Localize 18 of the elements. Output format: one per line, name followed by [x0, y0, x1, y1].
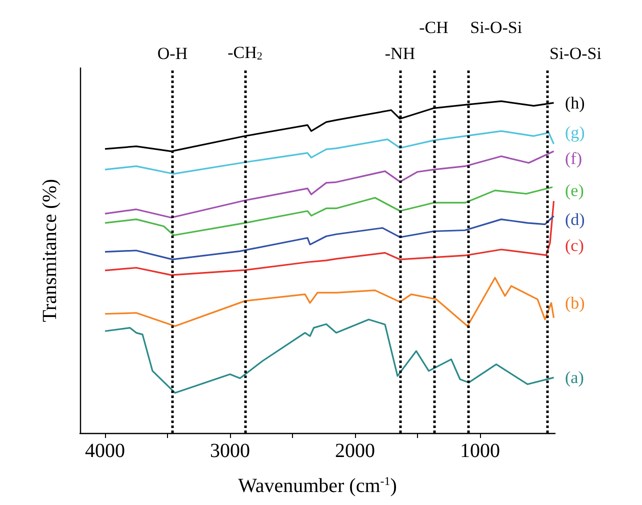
ref-line-label: -CH: [419, 18, 448, 37]
series-label: (b): [565, 293, 585, 312]
series-label: (d): [565, 210, 585, 229]
ref-line-label: -NH: [384, 44, 416, 63]
series-label: (f): [565, 149, 582, 168]
x-tick-label: 1000: [460, 440, 500, 462]
series-label: (c): [565, 236, 584, 255]
series-label: (g): [565, 123, 585, 142]
series-label: (e): [565, 180, 584, 200]
x-tick-label: 3000: [210, 440, 250, 462]
ref-line-label: Si-O-Si: [550, 44, 602, 63]
series-label: (a): [565, 368, 584, 388]
x-tick-label: 4000: [85, 440, 125, 462]
ref-line-label: Si-O-Si: [470, 18, 522, 37]
ref-line-label: O-H: [157, 44, 188, 63]
y-axis-title: Transmitance (%): [39, 178, 61, 322]
series-label: (h): [565, 93, 585, 112]
x-tick-label: 2000: [335, 440, 375, 462]
